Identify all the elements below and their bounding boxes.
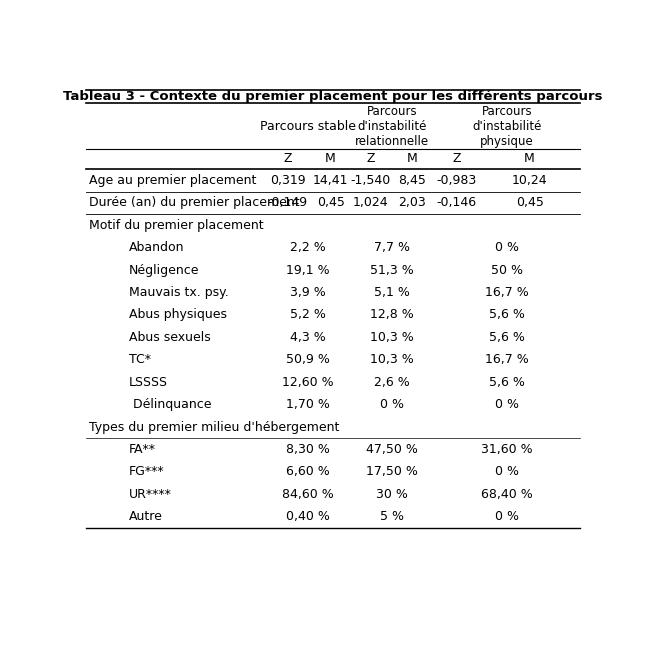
- Text: 17,50 %: 17,50 %: [367, 465, 418, 479]
- Text: 5,6 %: 5,6 %: [489, 331, 525, 344]
- Text: Parcours
d'instabilité
physique: Parcours d'instabilité physique: [473, 105, 541, 148]
- Text: 5,6 %: 5,6 %: [489, 376, 525, 389]
- Text: FG***: FG***: [129, 465, 164, 479]
- Text: 2,6 %: 2,6 %: [374, 376, 410, 389]
- Text: 31,60 %: 31,60 %: [481, 443, 533, 456]
- Text: LSSSS: LSSSS: [129, 376, 168, 389]
- Text: Autre: Autre: [129, 510, 163, 523]
- Text: 1,70 %: 1,70 %: [286, 398, 330, 411]
- Text: 5,1 %: 5,1 %: [374, 286, 410, 299]
- Text: 16,7 %: 16,7 %: [485, 354, 529, 366]
- Text: 47,50 %: 47,50 %: [367, 443, 418, 456]
- Text: Z: Z: [367, 152, 375, 166]
- Text: 50 %: 50 %: [491, 263, 523, 277]
- Text: M: M: [407, 152, 418, 166]
- Text: FA**: FA**: [129, 443, 156, 456]
- Text: 5,6 %: 5,6 %: [489, 308, 525, 322]
- Text: 0 %: 0 %: [495, 465, 519, 479]
- Text: 0,45: 0,45: [515, 197, 543, 209]
- Text: 10,3 %: 10,3 %: [370, 354, 414, 366]
- Text: Abandon: Abandon: [129, 241, 185, 254]
- Text: 50,9 %: 50,9 %: [286, 354, 330, 366]
- Text: 3,9 %: 3,9 %: [290, 286, 326, 299]
- Text: 14,41: 14,41: [313, 174, 348, 187]
- Text: TC*: TC*: [129, 354, 151, 366]
- Text: 5,2 %: 5,2 %: [290, 308, 326, 322]
- Text: Négligence: Négligence: [129, 263, 200, 277]
- Text: Mauvais tx. psy.: Mauvais tx. psy.: [129, 286, 229, 299]
- Text: 0 %: 0 %: [495, 241, 519, 254]
- Text: Motif du premier placement: Motif du premier placement: [89, 218, 263, 232]
- Text: 2,03: 2,03: [398, 197, 426, 209]
- Text: Age au premier placement: Age au premier placement: [89, 174, 256, 187]
- Text: 0 %: 0 %: [495, 510, 519, 523]
- Text: 0 %: 0 %: [380, 398, 404, 411]
- Text: 12,8 %: 12,8 %: [370, 308, 414, 322]
- Text: M: M: [325, 152, 336, 166]
- Text: Z: Z: [283, 152, 292, 166]
- Text: -0,149: -0,149: [268, 197, 308, 209]
- Text: Parcours
d'instabilité
relationnelle: Parcours d'instabilité relationnelle: [356, 105, 430, 148]
- Text: 1,024: 1,024: [353, 197, 389, 209]
- Text: Z: Z: [452, 152, 461, 166]
- Text: Abus sexuels: Abus sexuels: [129, 331, 211, 344]
- Text: 0,45: 0,45: [317, 197, 345, 209]
- Text: 0 %: 0 %: [495, 398, 519, 411]
- Text: 68,40 %: 68,40 %: [481, 488, 533, 501]
- Text: 16,7 %: 16,7 %: [485, 286, 529, 299]
- Text: 4,3 %: 4,3 %: [290, 331, 326, 344]
- Text: Tableau 3 - Contexte du premier placement pour les différents parcours: Tableau 3 - Contexte du premier placemen…: [64, 90, 603, 103]
- Text: -0,983: -0,983: [436, 174, 476, 187]
- Text: UR****: UR****: [129, 488, 172, 501]
- Text: Parcours stable: Parcours stable: [260, 120, 356, 133]
- Text: 19,1 %: 19,1 %: [286, 263, 330, 277]
- Text: 84,60 %: 84,60 %: [282, 488, 334, 501]
- Text: Durée (an) du premier placement: Durée (an) du premier placement: [89, 197, 300, 209]
- Text: 0,40 %: 0,40 %: [286, 510, 330, 523]
- Text: 2,2 %: 2,2 %: [290, 241, 326, 254]
- Text: Délinquance: Délinquance: [129, 398, 212, 411]
- Text: 30 %: 30 %: [376, 488, 408, 501]
- Text: 10,24: 10,24: [512, 174, 547, 187]
- Text: 5 %: 5 %: [380, 510, 404, 523]
- Text: 8,30 %: 8,30 %: [286, 443, 330, 456]
- Text: Types du premier milieu d'hébergement: Types du premier milieu d'hébergement: [89, 420, 339, 434]
- Text: 6,60 %: 6,60 %: [286, 465, 330, 479]
- Text: -1,540: -1,540: [351, 174, 391, 187]
- Text: Abus physiques: Abus physiques: [129, 308, 227, 322]
- Text: -0,146: -0,146: [437, 197, 476, 209]
- Text: 0,319: 0,319: [270, 174, 306, 187]
- Text: 51,3 %: 51,3 %: [370, 263, 414, 277]
- Text: 10,3 %: 10,3 %: [370, 331, 414, 344]
- Text: 7,7 %: 7,7 %: [374, 241, 410, 254]
- Text: M: M: [524, 152, 535, 166]
- Text: 8,45: 8,45: [398, 174, 426, 187]
- Text: 12,60 %: 12,60 %: [282, 376, 333, 389]
